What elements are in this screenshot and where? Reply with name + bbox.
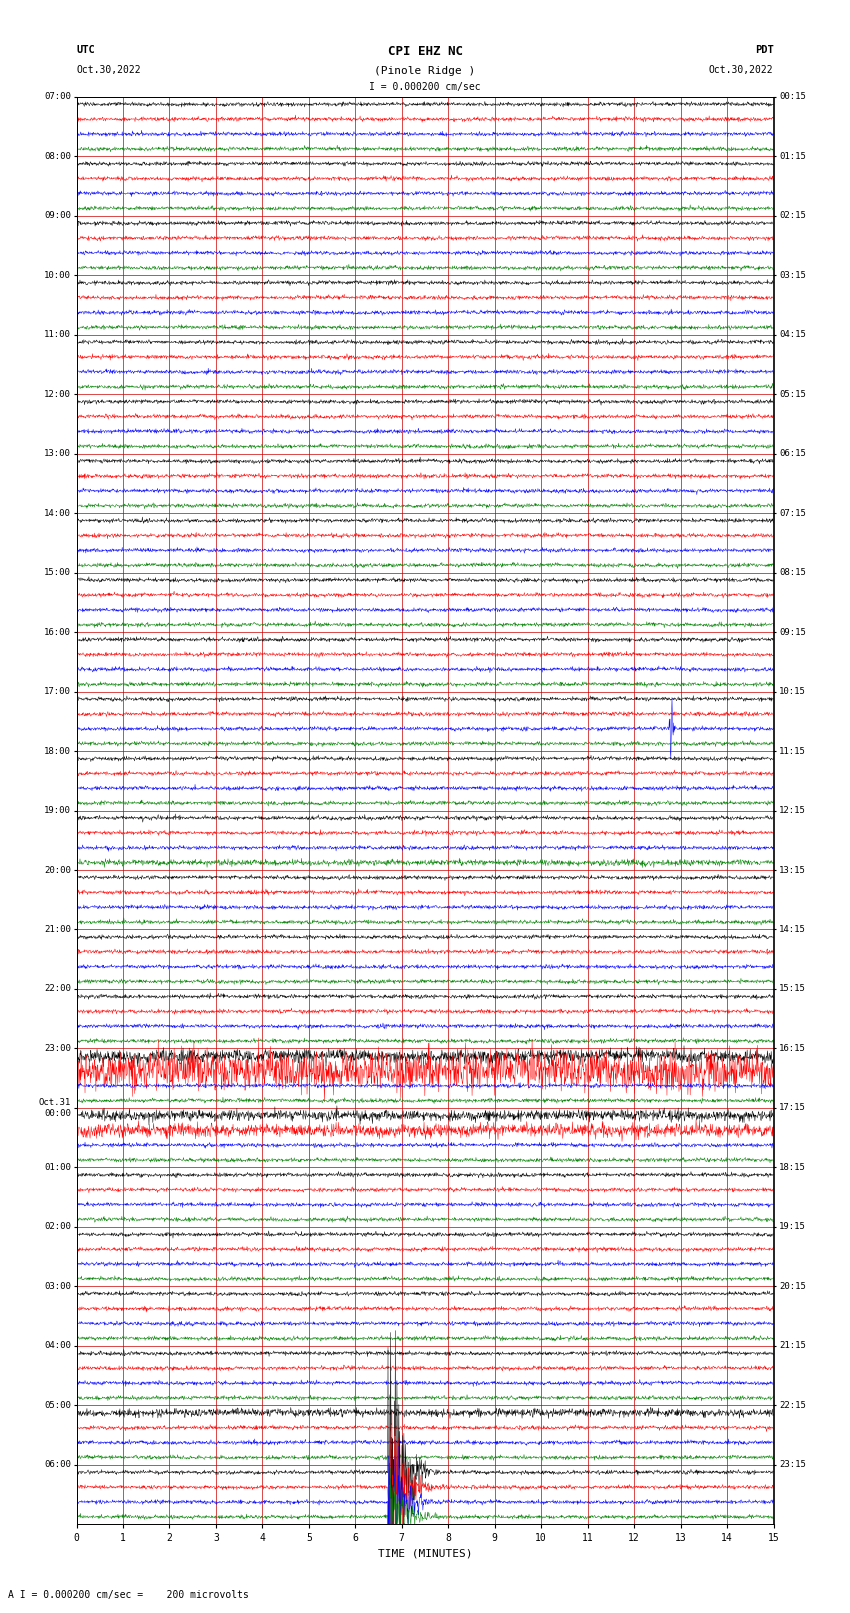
Text: (Pinole Ridge ): (Pinole Ridge ): [374, 66, 476, 76]
Text: UTC: UTC: [76, 45, 95, 55]
Text: PDT: PDT: [755, 45, 774, 55]
Text: A I = 0.000200 cm/sec =    200 microvolts: A I = 0.000200 cm/sec = 200 microvolts: [8, 1590, 249, 1600]
Text: I = 0.000200 cm/sec: I = 0.000200 cm/sec: [369, 82, 481, 92]
X-axis label: TIME (MINUTES): TIME (MINUTES): [377, 1548, 473, 1558]
Text: Oct.30,2022: Oct.30,2022: [709, 65, 774, 74]
Text: CPI EHZ NC: CPI EHZ NC: [388, 45, 462, 58]
Text: Oct.30,2022: Oct.30,2022: [76, 65, 141, 74]
